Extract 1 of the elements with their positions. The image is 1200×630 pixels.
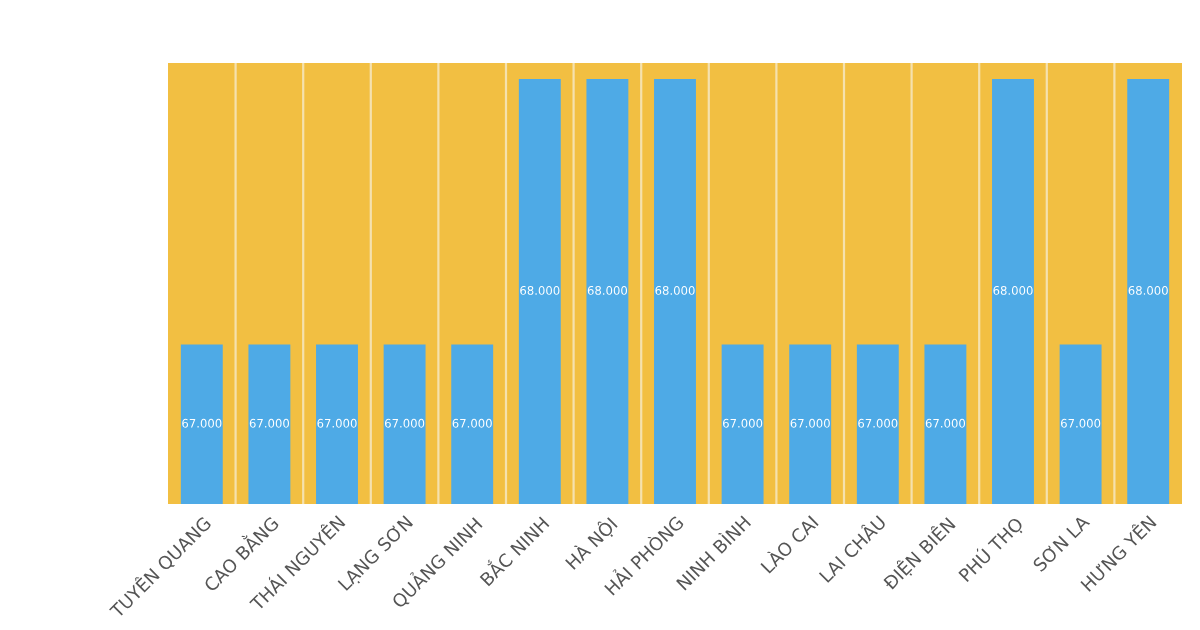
x-tick-label: HÀ NỘI: [562, 514, 620, 573]
